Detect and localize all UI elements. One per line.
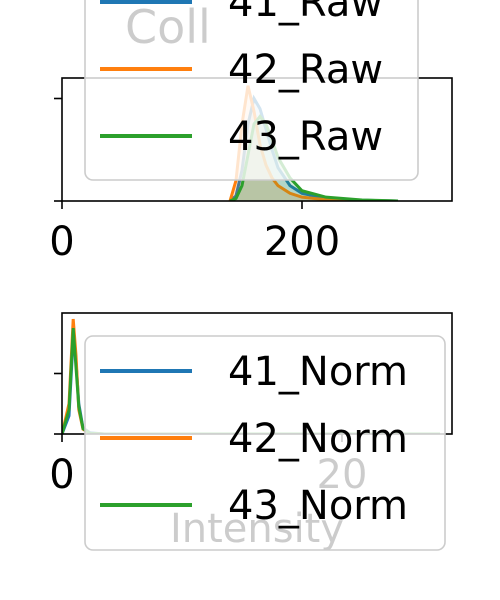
x-tick-label: 0 xyxy=(49,452,74,498)
legend-frame xyxy=(84,335,446,551)
legend-label: 41_Raw xyxy=(228,0,383,26)
x-tick-label: 200 xyxy=(264,219,340,265)
legend-label: 42_Raw xyxy=(228,47,383,93)
legend-label: 41_Norm xyxy=(228,349,408,395)
legend-label: 43_Raw xyxy=(228,114,383,160)
legend-label: 42_Norm xyxy=(228,416,408,462)
x-tick-label: 0 xyxy=(49,219,74,265)
legend-label: 43_Norm xyxy=(228,483,408,529)
